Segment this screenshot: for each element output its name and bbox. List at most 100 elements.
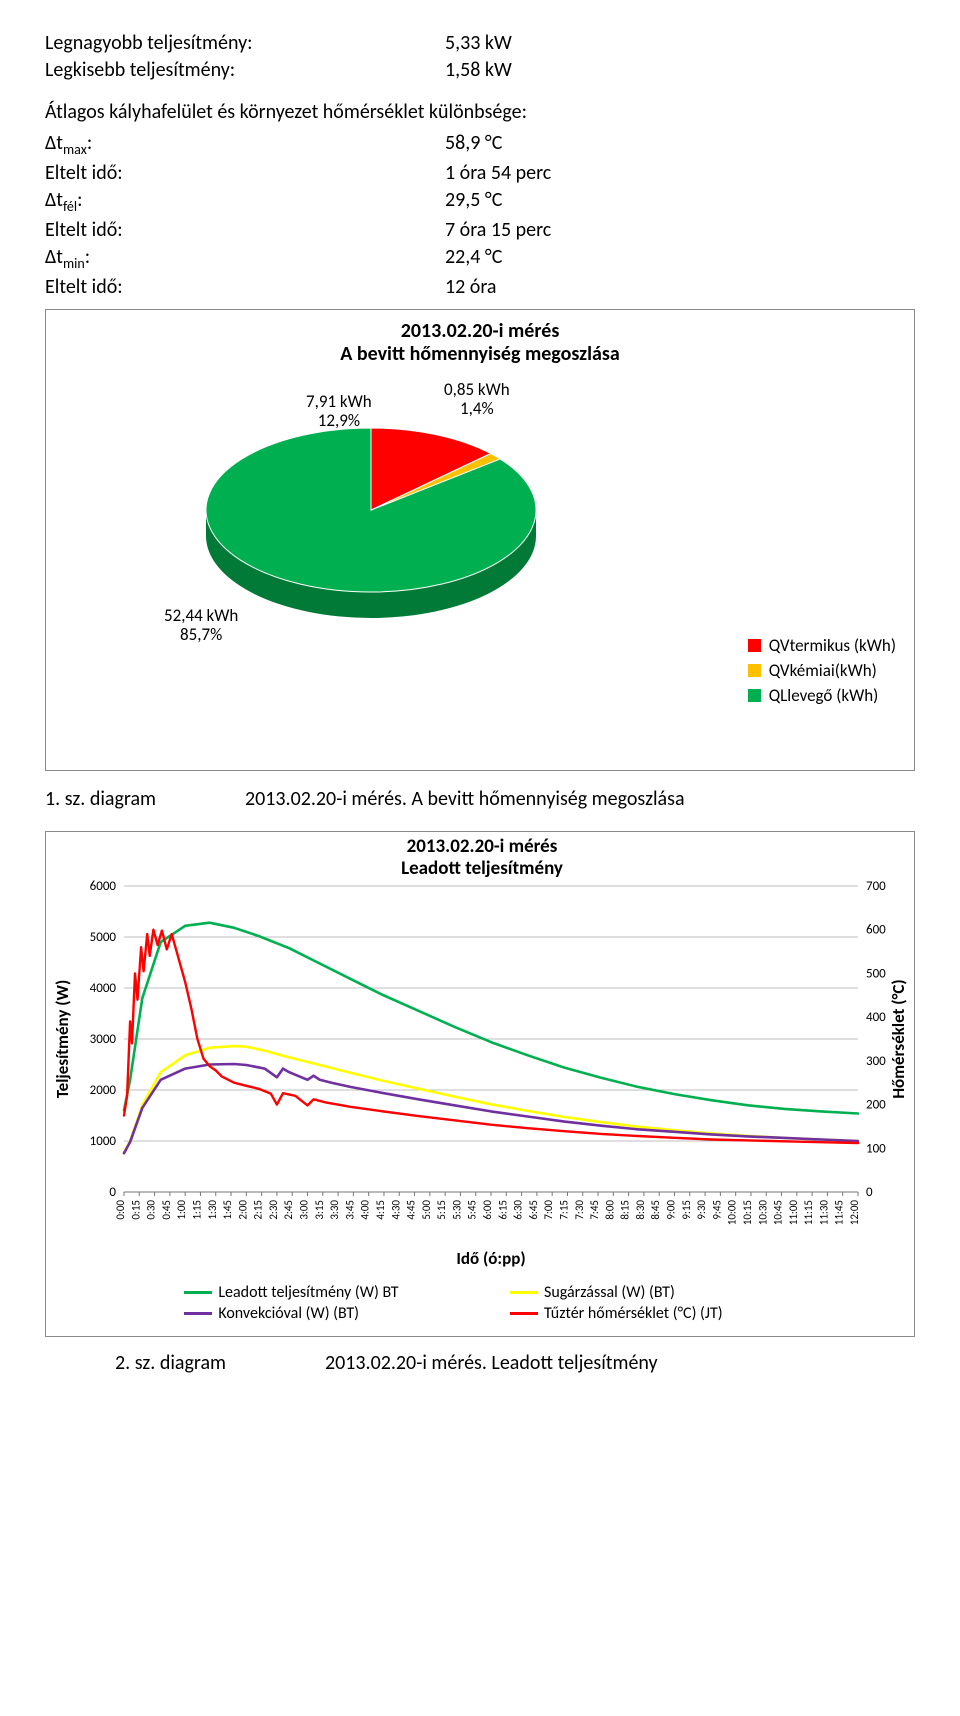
legend-swatch: [748, 689, 761, 702]
svg-text:5:15: 5:15: [435, 1200, 448, 1220]
svg-text:11:45: 11:45: [833, 1200, 846, 1225]
legend-line-label: Tűztér hőmérséklet (°C) (JT): [544, 1304, 723, 1323]
svg-text:7:30: 7:30: [573, 1199, 586, 1219]
svg-text:0:45: 0:45: [160, 1200, 173, 1220]
svg-text:2:15: 2:15: [252, 1200, 265, 1220]
pie-legend-item: QLlevegő (kWh): [748, 685, 896, 706]
legend-line-swatch: [184, 1312, 212, 1315]
svg-text:700: 700: [866, 879, 886, 894]
pie-chart: 2013.02.20-i mérésA bevitt hőmennyiség m…: [45, 309, 915, 771]
svg-text:7:15: 7:15: [557, 1200, 570, 1220]
legend-line-label: Leadott teljesítmény (W) BT: [218, 1283, 398, 1302]
svg-text:1:45: 1:45: [221, 1200, 234, 1220]
svg-text:4000: 4000: [90, 981, 117, 996]
dt-max-colon: :: [87, 131, 92, 155]
legend-line-swatch: [510, 1312, 538, 1315]
svg-text:3:00: 3:00: [298, 1199, 311, 1219]
svg-text:4:00: 4:00: [359, 1199, 372, 1219]
svg-text:1:00: 1:00: [175, 1199, 188, 1219]
dt-fel-sub: fél: [63, 198, 77, 215]
svg-text:Leadott teljesítmény: Leadott teljesítmény: [401, 857, 563, 880]
min-power-label: Legkisebb teljesítmény:: [45, 57, 445, 84]
svg-text:0: 0: [866, 1185, 873, 1200]
svg-text:Hőmérséklet (°C): Hőmérséklet (°C): [888, 979, 909, 1098]
dt-min-label: Δt: [45, 245, 63, 269]
svg-text:6000: 6000: [90, 879, 117, 894]
svg-text:11:15: 11:15: [802, 1200, 815, 1225]
svg-text:3:45: 3:45: [343, 1200, 356, 1220]
svg-text:300: 300: [866, 1054, 886, 1069]
legend-swatch: [748, 639, 761, 652]
line-legend-item: Tűztér hőmérséklet (°C) (JT): [510, 1304, 836, 1323]
svg-text:6:30: 6:30: [512, 1199, 525, 1219]
line-chart-svg: 2013.02.20-i mérésLeadott teljesítmény 0 1…: [46, 832, 918, 1282]
svg-text:10:30: 10:30: [756, 1199, 769, 1225]
svg-text:8:45: 8:45: [649, 1200, 662, 1220]
svg-text:6:45: 6:45: [527, 1200, 540, 1220]
pie-legend: QVtermikus (kWh) QVkémiai(kWh) QLlevegő (k…: [748, 631, 896, 710]
pie-title: 2013.02.20-i mérésA bevitt hőmennyiség m…: [46, 310, 914, 370]
svg-text:100: 100: [866, 1141, 886, 1156]
legend-label: QVtermikus (kWh): [769, 635, 896, 656]
svg-text:8:30: 8:30: [634, 1199, 647, 1219]
svg-text:4:45: 4:45: [405, 1200, 418, 1220]
svg-text:3:30: 3:30: [328, 1199, 341, 1219]
max-power-label: Legnagyobb teljesítmény:: [45, 30, 445, 57]
pie-legend-item: QVkémiai(kWh): [748, 660, 896, 681]
line-legend-item: Leadott teljesítmény (W) BT: [184, 1283, 510, 1302]
svg-text:600: 600: [866, 922, 886, 937]
svg-text:3000: 3000: [90, 1032, 117, 1047]
svg-text:0:15: 0:15: [129, 1200, 142, 1220]
elapsed-label-3: Eltelt idő:: [45, 274, 445, 301]
svg-text:0: 0: [109, 1185, 116, 1200]
dt-min-sub: min: [63, 255, 85, 272]
svg-text:2013.02.20-i mérés: 2013.02.20-i mérés: [407, 835, 558, 858]
dt-fel-label: Δt: [45, 188, 63, 212]
stats-block: Legnagyobb teljesítmény: 5,33 kW Legkise…: [45, 30, 915, 84]
svg-text:7:45: 7:45: [588, 1200, 601, 1220]
elapsed-fel: 7 óra 15 perc: [445, 217, 551, 244]
line-legend-item: Konvekcióval (W) (BT): [184, 1304, 510, 1323]
elapsed-max: 1 óra 54 perc: [445, 160, 551, 187]
svg-text:4:15: 4:15: [374, 1200, 387, 1220]
svg-text:0:00: 0:00: [114, 1199, 127, 1219]
dt-min-value: 22,4 °C: [445, 244, 502, 274]
svg-text:Teljesítmény (W): Teljesítmény (W): [52, 979, 73, 1098]
elapsed-label-2: Eltelt idő:: [45, 217, 445, 244]
svg-text:1000: 1000: [90, 1134, 117, 1149]
line-legend-item: Sugárzással (W) (BT): [510, 1283, 836, 1302]
svg-text:9:30: 9:30: [695, 1199, 708, 1219]
svg-text:8:00: 8:00: [603, 1199, 616, 1219]
svg-text:5:45: 5:45: [466, 1200, 479, 1220]
legend-line-label: Sugárzással (W) (BT): [544, 1283, 675, 1302]
svg-text:2:30: 2:30: [267, 1199, 280, 1219]
pie-slice-label: 0,85 kWh1,4%: [444, 380, 510, 419]
svg-text:2:00: 2:00: [236, 1199, 249, 1219]
avg-heading: Átlagos kályhafelület és környezet hőmér…: [45, 100, 915, 124]
line-chart: 2013.02.20-i mérésLeadott teljesítmény 0 1…: [45, 831, 915, 1337]
svg-text:11:00: 11:00: [787, 1199, 800, 1225]
legend-line-swatch: [510, 1291, 538, 1294]
legend-line-swatch: [184, 1291, 212, 1294]
svg-text:500: 500: [866, 966, 886, 981]
svg-text:1:30: 1:30: [206, 1199, 219, 1219]
svg-text:10:45: 10:45: [772, 1200, 785, 1225]
pie-legend-item: QVtermikus (kWh): [748, 635, 896, 656]
svg-text:8:15: 8:15: [619, 1200, 632, 1220]
dt-fel-value: 29,5 °C: [445, 187, 502, 217]
caption-1: 1. sz. diagram2013.02.20-i mérés. A bevi…: [45, 787, 915, 811]
svg-text:5:30: 5:30: [450, 1199, 463, 1219]
svg-text:0:30: 0:30: [145, 1199, 158, 1219]
pie-slice-label: 7,91 kWh12,9%: [306, 392, 372, 431]
svg-text:7:00: 7:00: [542, 1199, 555, 1219]
legend-swatch: [748, 664, 761, 677]
dt-max-value: 58,9 °C: [445, 130, 502, 160]
svg-text:5000: 5000: [90, 930, 117, 945]
svg-text:400: 400: [866, 1010, 886, 1025]
elapsed-label-1: Eltelt idő:: [45, 160, 445, 187]
svg-text:10:00: 10:00: [726, 1199, 739, 1225]
svg-text:5:00: 5:00: [420, 1199, 433, 1219]
line-legend: Leadott teljesítmény (W) BT Sugárzással (…: [46, 1282, 914, 1330]
svg-text:200: 200: [866, 1097, 886, 1112]
legend-label: QLlevegő (kWh): [769, 685, 879, 706]
